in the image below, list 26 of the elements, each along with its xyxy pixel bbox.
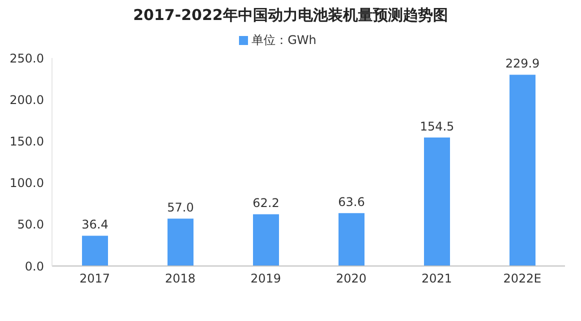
data-label: 36.4 bbox=[82, 218, 108, 232]
bar bbox=[168, 218, 194, 266]
bar bbox=[424, 137, 450, 266]
y-tick-label: 200.0 bbox=[10, 92, 44, 107]
y-tick-label: 100.0 bbox=[10, 176, 44, 190]
bar bbox=[82, 236, 108, 266]
x-tick-label: 2017 bbox=[79, 272, 110, 286]
bar bbox=[338, 213, 364, 266]
data-label: 229.9 bbox=[505, 56, 540, 71]
y-tick-label: 50.0 bbox=[17, 218, 44, 232]
data-label: 62.2 bbox=[252, 196, 280, 210]
bar bbox=[510, 74, 536, 266]
x-tick-label: 2022E bbox=[503, 272, 542, 286]
y-tick-label: 250.0 bbox=[10, 51, 44, 66]
data-label: 154.5 bbox=[420, 119, 454, 134]
data-label: 63.6 bbox=[338, 195, 365, 210]
x-tick-label: 2020 bbox=[336, 272, 367, 286]
y-tick-label: 150.0 bbox=[10, 134, 44, 148]
x-tick-label: 2019 bbox=[250, 272, 282, 286]
data-label: 57.0 bbox=[167, 200, 194, 215]
y-tick-label: 0.0 bbox=[24, 259, 44, 274]
chart-title: 2017-2022年中国动力电池装机量预测趋势图 bbox=[132, 6, 449, 25]
bar bbox=[253, 214, 279, 266]
legend-label: 单位：GWh bbox=[252, 33, 316, 47]
x-tick-label: 2018 bbox=[164, 272, 196, 286]
x-tick-label: 2021 bbox=[421, 272, 452, 286]
